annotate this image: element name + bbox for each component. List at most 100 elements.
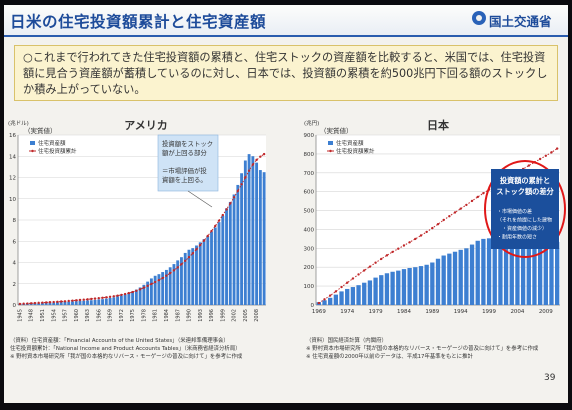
line-point xyxy=(259,155,262,158)
line-point xyxy=(172,269,176,272)
bar xyxy=(112,297,116,305)
bar xyxy=(74,301,78,305)
line-point xyxy=(78,298,82,302)
annotation-box xyxy=(491,169,559,249)
bar xyxy=(345,288,350,305)
line-point xyxy=(217,219,221,222)
bar xyxy=(549,241,554,305)
x-tick-label: 2004 xyxy=(510,309,524,315)
annotation-leader xyxy=(187,190,213,208)
bar xyxy=(86,300,89,305)
bar xyxy=(138,287,142,305)
line-point xyxy=(323,298,326,301)
chart-title: アメリカ xyxy=(124,119,167,132)
annotation-text: 額が上回る部分 xyxy=(162,148,207,157)
legend-marker xyxy=(329,149,332,153)
bar xyxy=(492,238,497,305)
line-point xyxy=(397,247,400,250)
bar xyxy=(187,249,191,305)
bar xyxy=(515,240,520,305)
line-point xyxy=(67,299,70,303)
line-point xyxy=(368,265,372,268)
line-point xyxy=(544,154,548,157)
bar xyxy=(198,242,202,305)
line-point xyxy=(317,301,321,305)
line-point xyxy=(374,261,377,264)
annotation-text: 投資額の累計と xyxy=(500,176,550,185)
line-point xyxy=(165,274,168,277)
bar xyxy=(157,274,161,305)
line-point xyxy=(187,255,191,259)
line-point xyxy=(138,288,142,291)
unit-label: (兆円) xyxy=(304,119,319,127)
bar xyxy=(131,291,135,305)
x-tick-label: 2002 xyxy=(232,309,238,322)
bar xyxy=(390,271,395,305)
line-point xyxy=(363,269,366,272)
x-tick-label: 1963 xyxy=(85,309,91,322)
line-point xyxy=(482,191,485,195)
y-tick-label: 16 xyxy=(9,133,16,139)
line-point xyxy=(255,158,258,162)
x-tick-label: 1960 xyxy=(74,309,80,322)
annotation-text: ・資産価値の減少） xyxy=(497,225,547,232)
line-point xyxy=(22,302,25,305)
x-tick-label: 2008 xyxy=(254,309,260,322)
legend-label: 住宅投資額累計 xyxy=(38,147,77,155)
bar xyxy=(153,275,157,305)
page-number: 39 xyxy=(544,373,556,383)
bar xyxy=(458,249,463,305)
line-point xyxy=(232,196,236,199)
line-point xyxy=(60,300,63,303)
line-point xyxy=(195,248,198,251)
x-tick-label: 1948 xyxy=(29,309,35,322)
y-tick-label: 100 xyxy=(304,284,315,290)
ministry-logo-icon xyxy=(472,11,486,25)
x-tick-label: 1984 xyxy=(164,309,170,322)
bar xyxy=(373,277,378,305)
bar xyxy=(119,295,123,305)
bar xyxy=(104,298,108,305)
line-point xyxy=(419,234,423,237)
legend-swatch-bar xyxy=(328,141,333,145)
x-tick-label: 2009 xyxy=(539,309,553,315)
bar xyxy=(537,241,543,305)
bar xyxy=(464,248,469,305)
bar xyxy=(63,301,67,305)
line-point xyxy=(82,298,85,301)
bar xyxy=(108,297,112,305)
bar xyxy=(67,301,71,305)
line-point xyxy=(459,207,462,210)
bar xyxy=(225,208,228,305)
line-point xyxy=(357,273,360,276)
annotation-text: 投資額をストック xyxy=(162,139,213,148)
y-tick-label: 300 xyxy=(304,246,315,252)
bar xyxy=(475,240,480,305)
line-point xyxy=(191,252,194,255)
y-tick-label: 900 xyxy=(304,133,315,139)
bar xyxy=(206,235,210,305)
bar xyxy=(350,287,356,305)
bar xyxy=(168,267,172,305)
bar xyxy=(452,251,458,305)
line-point xyxy=(340,285,343,289)
annotation-text: （それを前提にした建物 xyxy=(497,217,552,224)
bar xyxy=(176,260,180,305)
line-point xyxy=(262,152,266,156)
y-tick-label: 4 xyxy=(13,261,17,267)
bar xyxy=(78,300,82,305)
bar xyxy=(217,222,221,305)
x-tick-label: 1981 xyxy=(153,309,159,322)
x-tick-label: 1996 xyxy=(209,309,215,322)
y-tick-label: 600 xyxy=(304,190,315,196)
line-point xyxy=(402,244,406,247)
bar xyxy=(430,262,435,305)
bar xyxy=(407,267,412,305)
x-tick-label: 1966 xyxy=(96,309,102,322)
x-tick-label: 1957 xyxy=(63,309,69,322)
bar xyxy=(142,284,146,305)
line-point xyxy=(206,234,209,238)
line-point xyxy=(247,169,251,172)
bar xyxy=(447,253,452,305)
